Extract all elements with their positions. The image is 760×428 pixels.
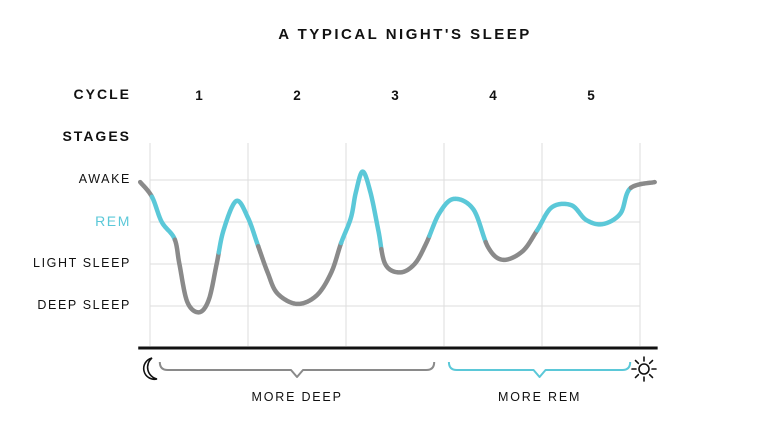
curve-segment-sleep <box>172 237 222 315</box>
brace-deep <box>158 361 436 378</box>
cycle-label-1: 1 <box>195 88 203 103</box>
brace-rem <box>447 361 632 378</box>
stage-label-light-sleep: LIGHT SLEEP <box>33 256 131 270</box>
sun-ray <box>634 373 640 379</box>
curve-segment-sleep <box>379 233 432 275</box>
cycle-braces <box>158 361 632 378</box>
curve-segment-rem <box>338 169 384 252</box>
curve-segment-sleep <box>137 179 155 200</box>
cycle-label-5: 5 <box>587 88 595 103</box>
stage-label-awake: AWAKE <box>78 172 131 186</box>
cycle-heading: CYCLE <box>73 86 131 102</box>
cycle-label-4: 4 <box>489 88 497 103</box>
curve-segment-sleep <box>483 228 540 263</box>
cycle-label-3: 3 <box>391 88 399 103</box>
curve-segment-sleep <box>255 240 344 307</box>
sun-ray <box>648 373 654 379</box>
moon-icon <box>142 357 158 381</box>
chart-title: A TYPICAL NIGHT'S SLEEP <box>278 26 532 43</box>
stages-heading: STAGES <box>62 128 131 144</box>
stage-label-deep-sleep: DEEP SLEEP <box>37 298 131 312</box>
curve-segment-rem <box>216 198 261 255</box>
brace-label-more-deep: MORE DEEP <box>251 390 343 404</box>
curve-segment-rem <box>534 185 634 233</box>
stage-label-rem: REM <box>95 213 131 229</box>
sun-ray <box>634 359 640 365</box>
sun-disc <box>638 363 650 375</box>
curve-segment-rem <box>149 194 178 242</box>
moon-shape <box>142 357 158 381</box>
cycle-label-2: 2 <box>293 88 301 103</box>
curve-segment-rem <box>427 196 488 245</box>
brace-label-more-rem: MORE REM <box>498 390 582 404</box>
grid <box>149 143 641 346</box>
sun-icon <box>631 356 657 382</box>
sun-ray <box>648 359 654 365</box>
curve-segment-sleep <box>628 179 657 191</box>
sleep-curve <box>137 169 657 315</box>
